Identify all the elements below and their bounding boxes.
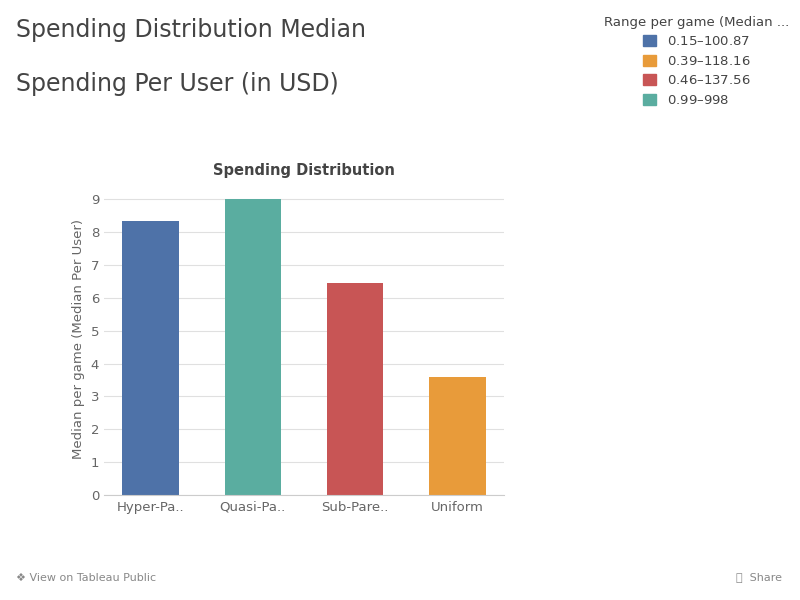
Bar (430, 377, 486, 495)
Bar (327, 283, 383, 495)
Text:   Share:  Share (736, 572, 782, 583)
Bar (225, 199, 281, 495)
Y-axis label: Median per game (Median Per User): Median per game (Median Per User) (72, 219, 85, 459)
Bar (122, 221, 178, 495)
Text: ❖ View on Tableau Public: ❖ View on Tableau Public (16, 572, 156, 583)
Text: Spending Per User (in USD): Spending Per User (in USD) (16, 72, 338, 96)
Text: Spending Distribution Median: Spending Distribution Median (16, 18, 366, 42)
Title: Spending Distribution: Spending Distribution (213, 163, 395, 178)
Legend: $0.15–$100.87, $0.39–$118.16, $0.46–$137.56, $0.99–$998: $0.15–$100.87, $0.39–$118.16, $0.46–$137… (604, 16, 790, 107)
